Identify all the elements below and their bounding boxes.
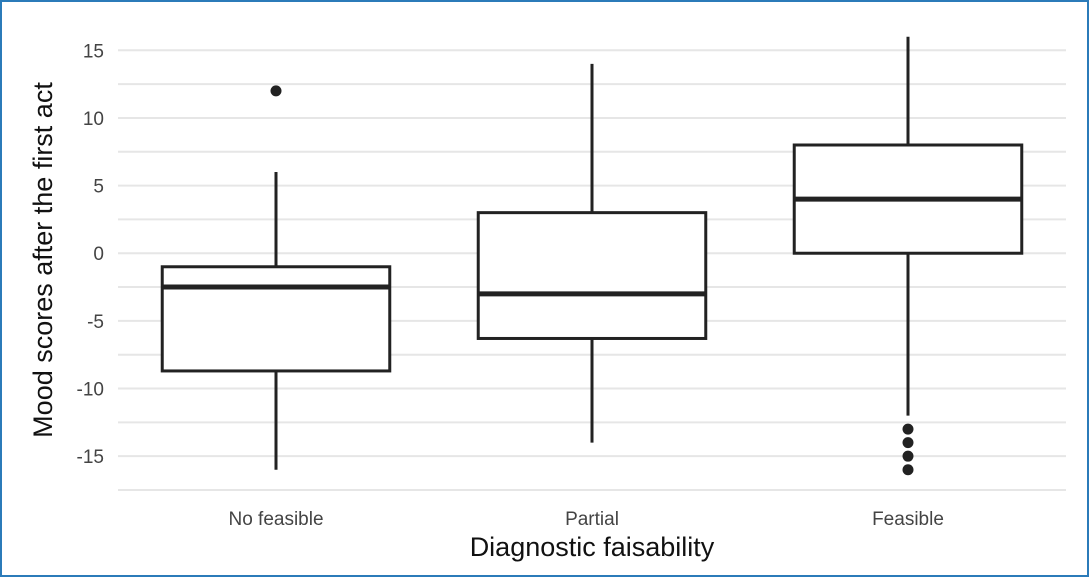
x-tick-label: Feasible xyxy=(872,509,944,530)
box-iqr xyxy=(160,265,392,373)
outlier-point xyxy=(902,423,914,435)
y-tick-label: -15 xyxy=(77,447,104,468)
y-tick-label: -5 xyxy=(87,312,104,333)
x-tick-label: Partial xyxy=(565,509,619,530)
box-group xyxy=(792,36,1024,476)
y-tick-label: 0 xyxy=(93,244,104,265)
box-group xyxy=(160,85,392,470)
boxes xyxy=(160,36,1024,476)
outlier-point xyxy=(270,85,282,97)
box-iqr xyxy=(476,211,708,340)
outlier-point xyxy=(902,450,914,462)
outlier-point xyxy=(902,464,914,476)
y-tick-labels: -15 -10 -5 0 5 10 15 xyxy=(77,41,104,468)
x-tick-label: No feasible xyxy=(228,509,323,530)
y-tick-label: -10 xyxy=(77,380,104,401)
y-axis-title: Mood scores after the first act xyxy=(28,82,58,438)
y-tick-label: 10 xyxy=(83,109,104,130)
y-tick-label: 5 xyxy=(93,177,104,198)
y-tick-label: 15 xyxy=(83,41,104,62)
outlier-point xyxy=(902,437,914,449)
box-group xyxy=(476,63,708,443)
x-axis-title: Diagnostic faisability xyxy=(470,532,715,562)
x-tick-labels: No feasible Partial Feasible xyxy=(228,509,943,530)
